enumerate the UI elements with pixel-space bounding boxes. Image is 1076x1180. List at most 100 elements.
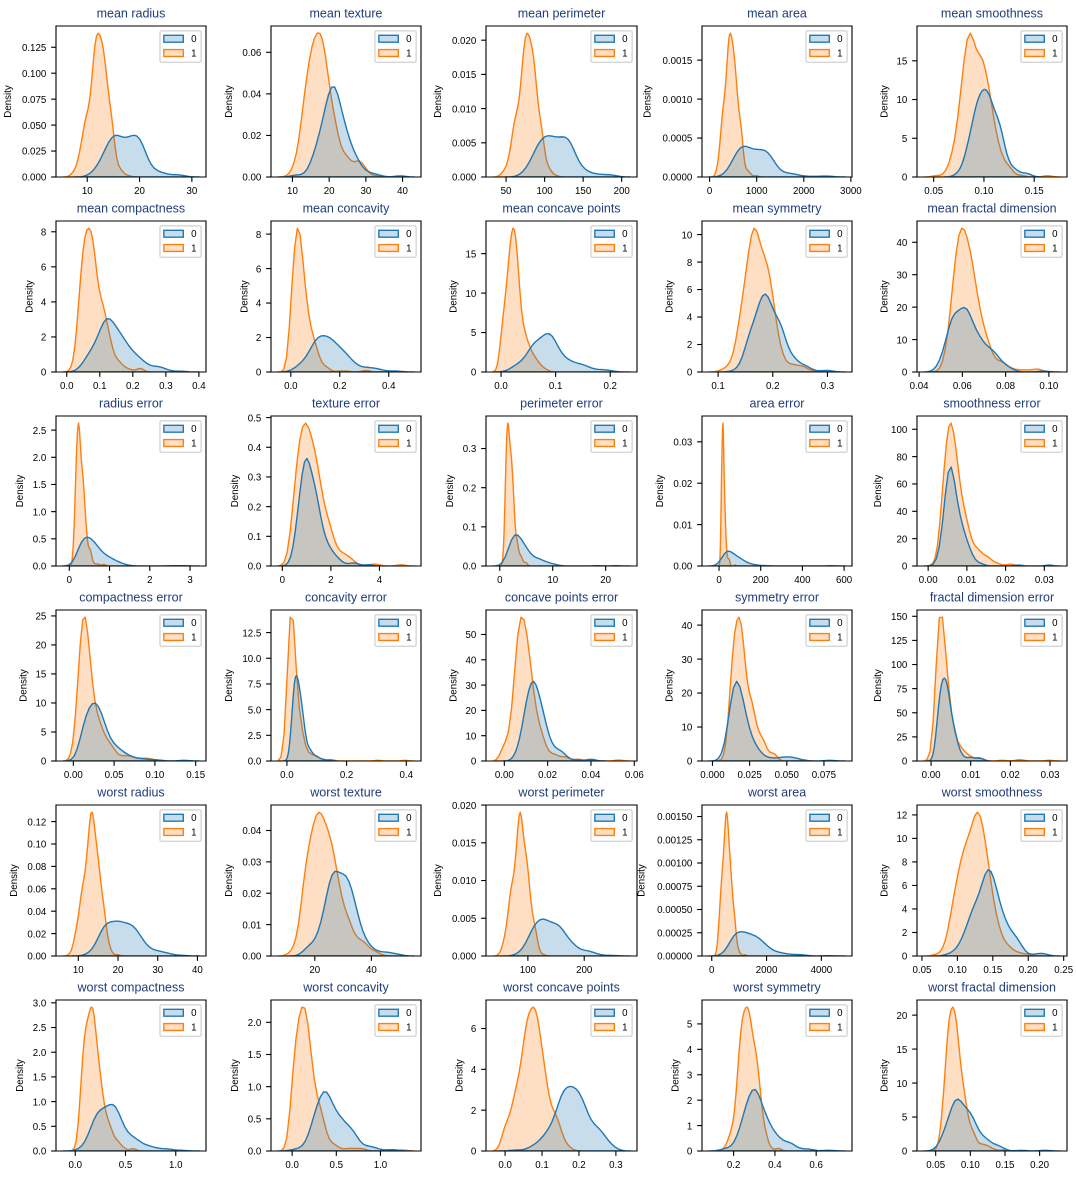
svg-text:8: 8 <box>687 258 692 269</box>
svg-text:0.04: 0.04 <box>910 381 930 392</box>
svg-text:8: 8 <box>902 858 907 869</box>
svg-text:fractal dimension error: fractal dimension error <box>930 591 1054 605</box>
svg-text:30: 30 <box>186 186 197 197</box>
svg-text:0.02: 0.02 <box>27 929 46 940</box>
svg-text:2: 2 <box>147 575 152 586</box>
svg-text:3.0: 3.0 <box>33 999 47 1010</box>
svg-text:100: 100 <box>891 660 908 671</box>
svg-text:0: 0 <box>837 813 843 824</box>
svg-text:5: 5 <box>41 728 46 739</box>
svg-text:100: 100 <box>520 965 537 976</box>
svg-text:150: 150 <box>891 612 908 623</box>
svg-text:0.4: 0.4 <box>192 381 206 392</box>
svg-text:0.0010: 0.0010 <box>663 95 693 106</box>
svg-text:0.02: 0.02 <box>538 770 557 781</box>
svg-text:150: 150 <box>575 186 592 197</box>
svg-text:0.025: 0.025 <box>737 770 761 781</box>
svg-text:25: 25 <box>35 612 46 623</box>
svg-text:0.0: 0.0 <box>280 770 294 781</box>
svg-text:0.0: 0.0 <box>60 381 74 392</box>
svg-text:1: 1 <box>837 632 842 643</box>
svg-text:0.100: 0.100 <box>22 69 47 80</box>
svg-text:0.0: 0.0 <box>33 562 47 573</box>
svg-text:20: 20 <box>600 575 611 586</box>
svg-text:0: 0 <box>837 618 843 629</box>
svg-text:2.5: 2.5 <box>33 1023 47 1034</box>
svg-text:0: 0 <box>406 424 412 435</box>
svg-text:10: 10 <box>681 723 692 734</box>
svg-text:1: 1 <box>837 48 842 59</box>
svg-text:0: 0 <box>1052 1008 1058 1019</box>
svg-text:0.00: 0.00 <box>27 952 47 963</box>
svg-text:0: 0 <box>1052 424 1058 435</box>
svg-text:10: 10 <box>465 289 476 300</box>
svg-text:2.0: 2.0 <box>33 453 47 464</box>
svg-text:5.0: 5.0 <box>248 705 262 716</box>
svg-text:0.000: 0.000 <box>452 173 477 184</box>
svg-text:1.5: 1.5 <box>33 1073 47 1084</box>
svg-text:0: 0 <box>1052 34 1058 45</box>
svg-text:0.075: 0.075 <box>22 95 46 106</box>
svg-text:20: 20 <box>134 186 145 197</box>
svg-text:0.03: 0.03 <box>1041 770 1060 781</box>
svg-text:Density: Density <box>224 669 235 702</box>
svg-text:Density: Density <box>224 85 235 118</box>
svg-text:0: 0 <box>622 1008 628 1019</box>
svg-text:0.0: 0.0 <box>463 562 477 573</box>
svg-text:Density: Density <box>873 669 884 702</box>
svg-text:15: 15 <box>896 1045 907 1056</box>
svg-text:1.5: 1.5 <box>248 1050 262 1061</box>
svg-text:2.5: 2.5 <box>33 426 47 437</box>
svg-text:0.3: 0.3 <box>248 473 262 484</box>
svg-text:20: 20 <box>309 965 320 976</box>
svg-text:0.4: 0.4 <box>382 381 396 392</box>
svg-text:0.4: 0.4 <box>400 770 414 781</box>
svg-text:mean smoothness: mean smoothness <box>941 7 1043 21</box>
svg-text:texture error: texture error <box>312 397 380 411</box>
svg-text:8: 8 <box>41 227 46 238</box>
svg-text:0.00025: 0.00025 <box>657 928 692 939</box>
svg-text:6: 6 <box>687 285 692 296</box>
svg-text:0.25: 0.25 <box>1054 965 1073 976</box>
svg-text:1: 1 <box>406 48 411 59</box>
svg-text:0.000: 0.000 <box>700 770 725 781</box>
svg-text:mean concavity: mean concavity <box>303 202 391 216</box>
svg-text:1.0: 1.0 <box>33 507 47 518</box>
svg-text:0: 0 <box>471 757 477 768</box>
svg-text:0: 0 <box>471 1147 477 1158</box>
svg-text:5: 5 <box>471 328 476 339</box>
svg-text:4: 4 <box>377 575 383 586</box>
svg-text:40: 40 <box>896 238 907 249</box>
svg-text:1: 1 <box>406 1022 411 1033</box>
svg-text:10: 10 <box>896 95 907 106</box>
svg-text:Density: Density <box>445 475 456 508</box>
svg-text:5: 5 <box>687 1020 692 1031</box>
svg-text:0.020: 0.020 <box>452 36 477 47</box>
svg-text:0.0: 0.0 <box>248 562 262 573</box>
svg-text:30: 30 <box>896 270 907 281</box>
svg-text:Density: Density <box>664 280 675 313</box>
svg-text:0.0005: 0.0005 <box>663 134 693 145</box>
svg-text:1: 1 <box>837 1022 842 1033</box>
svg-text:0.015: 0.015 <box>452 838 476 849</box>
svg-text:2000: 2000 <box>793 186 815 197</box>
svg-text:0.4: 0.4 <box>248 443 262 454</box>
svg-text:0.02: 0.02 <box>242 889 261 900</box>
svg-text:2: 2 <box>687 340 692 351</box>
svg-text:Density: Density <box>224 864 235 897</box>
svg-text:30: 30 <box>465 681 476 692</box>
svg-text:Density: Density <box>671 1059 682 1092</box>
svg-text:30: 30 <box>681 655 692 666</box>
svg-text:smoothness error: smoothness error <box>943 397 1040 411</box>
svg-text:1: 1 <box>191 632 196 643</box>
svg-text:3: 3 <box>187 575 192 586</box>
svg-text:0.1: 0.1 <box>93 381 107 392</box>
svg-text:symmetry error: symmetry error <box>735 591 819 605</box>
svg-text:0: 0 <box>716 575 722 586</box>
svg-text:40: 40 <box>366 965 377 976</box>
svg-text:20: 20 <box>113 965 124 976</box>
svg-text:0.00: 0.00 <box>919 575 939 586</box>
svg-text:2: 2 <box>902 928 907 939</box>
svg-text:2.0: 2.0 <box>248 1018 262 1029</box>
svg-text:0.06: 0.06 <box>242 48 261 59</box>
